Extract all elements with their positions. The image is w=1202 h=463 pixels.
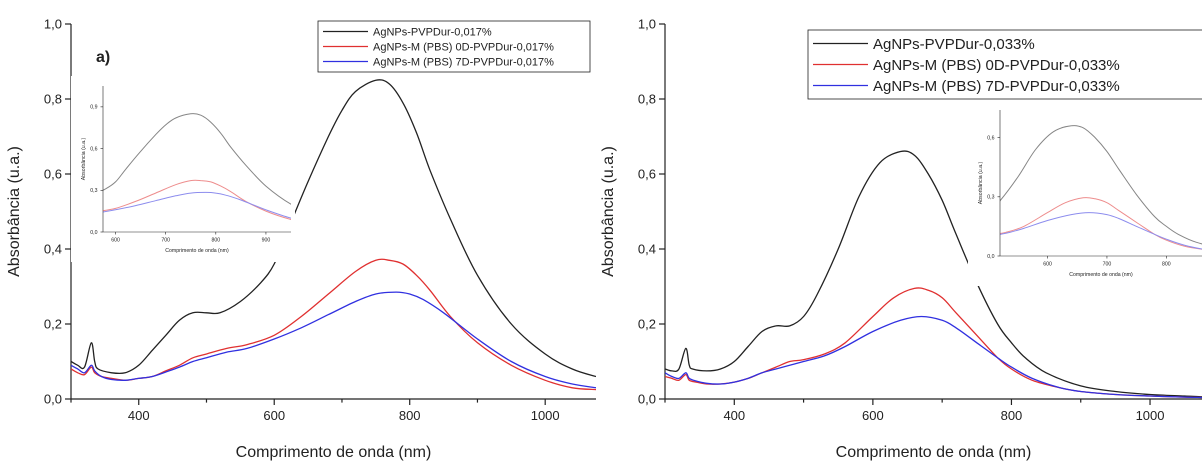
- y-tick-label: 0,8: [638, 92, 656, 107]
- inset-series-group: [103, 113, 291, 221]
- inset-series-wrap: [103, 113, 291, 221]
- legend-entry: AgNPs-M (PBS) 7D-PVPDur-0,017%: [373, 56, 554, 68]
- y-axis-label: Absorbância (u.a.): [6, 146, 23, 277]
- series-line: [665, 287, 1202, 399]
- inset-x-tick-label: 700: [1103, 262, 1112, 268]
- inset-x-tick-label: 700: [161, 238, 170, 244]
- inset-series-line: [1000, 197, 1202, 250]
- inset-series-line: [1000, 125, 1202, 245]
- inset-y-tick-label: 0,6: [987, 135, 994, 141]
- y-tick-label: 1,0: [44, 17, 62, 32]
- x-tick-label: 800: [1001, 408, 1023, 423]
- series-group: [71, 79, 596, 391]
- inset-chart: 600 700 800 900 0,0 0,3 0,6 0,9 Comprimento de o…: [71, 76, 295, 262]
- inset-x-axis-label: Comprimento de onda (nm): [1069, 272, 1133, 278]
- legend-entry: AgNPs-M (PBS) 0D-PVPDur-0,033%: [873, 57, 1120, 74]
- y-tick-label: 0,8: [44, 92, 62, 107]
- series-line: [71, 258, 596, 391]
- x-tick-label: 600: [862, 408, 884, 423]
- legend: AgNPs-PVPDur-0,033% AgNPs-M (PBS) 0D-PVPD…: [807, 29, 1202, 100]
- inset-y-tick-label: 0,3: [90, 188, 97, 194]
- legend-entry: AgNPs-M (PBS) 7D-PVPDur-0,033%: [873, 78, 1120, 95]
- x-tick-label: 800: [399, 408, 421, 423]
- x-axis-label: Comprimento de onda (nm): [236, 444, 432, 461]
- series-line: [71, 291, 596, 389]
- y-tick-label: 0,6: [638, 167, 656, 182]
- inset-series-group: [1000, 125, 1202, 250]
- y-tick-label: 1,0: [638, 17, 656, 32]
- inset-x-tick-label: 900: [262, 238, 271, 244]
- inset-x-tick-label: 800: [211, 238, 220, 244]
- series-group: [665, 150, 1202, 399]
- legend-entry: AgNPs-M (PBS) 0D-PVPDur-0,017%: [373, 41, 554, 53]
- inset-chart: 600 700 800 0,0 0,3 0,6 Comprimento de onda (n…: [968, 100, 1202, 286]
- legend-entry: AgNPs-PVPDur-0,017%: [373, 26, 492, 38]
- inset-y-axis-label: Absorbância (u.a.): [978, 162, 984, 205]
- inset-series-line: [103, 113, 291, 205]
- inset-y-tick-label: 0,3: [987, 195, 994, 201]
- x-tick-label: 600: [263, 408, 285, 423]
- y-axis-label: Absorbância (u.a.): [600, 146, 617, 277]
- inset-y-axis-label: Absorbância (u.a.): [81, 138, 87, 181]
- inset-y-tick-label: 0,6: [90, 146, 97, 152]
- y-tick-label: 0,0: [44, 392, 62, 407]
- y-tick-label: 0,4: [638, 242, 656, 257]
- series-line: [71, 79, 596, 378]
- y-tick-label: 0,6: [44, 167, 62, 182]
- x-tick-label: 400: [128, 408, 150, 423]
- legend-entry: AgNPs-PVPDur-0,033%: [873, 36, 1035, 53]
- series-line: [665, 315, 1202, 399]
- y-tick-label: 0,2: [44, 317, 62, 332]
- x-axis-label: Comprimento de onda (nm): [836, 444, 1032, 461]
- inset-y-tick-label: 0,0: [90, 230, 97, 236]
- inset-y-tick-label: 0,9: [90, 105, 97, 111]
- inset-x-tick-label: 800: [1162, 262, 1171, 268]
- inset-x-axis-label: Comprimento de onda (nm): [165, 248, 229, 254]
- panel-label: a): [96, 49, 110, 66]
- y-tick-label: 0,4: [44, 242, 62, 257]
- x-tick-label: 1000: [531, 408, 560, 423]
- chart-panel-b: 400 600 800 1000 0,0 0,2 0,4 0,6 0,8 1,0 Comprimen…: [600, 17, 1202, 461]
- x-tick-label: 400: [723, 408, 745, 423]
- inset-y-tick-label: 0,0: [987, 254, 994, 260]
- chart-panel-a: 400 600 800 1000 0,0 0,2 0,4 0,6 0,8 1,0 Comprimen…: [6, 17, 596, 461]
- inset-series-line: [103, 191, 291, 219]
- y-tick-label: 0,2: [638, 317, 656, 332]
- legend-box: [807, 29, 1202, 100]
- inset-series-line: [1000, 212, 1202, 250]
- series-line: [665, 150, 1202, 398]
- x-tick-label: 1000: [1136, 408, 1165, 423]
- y-tick-label: 0,0: [638, 392, 656, 407]
- inset-background: [71, 76, 295, 262]
- inset-background: [968, 100, 1202, 286]
- legend: AgNPs-PVPDur-0,017% AgNPs-M (PBS) 0D-PVPD…: [317, 20, 591, 73]
- inset-x-tick-label: 600: [111, 238, 120, 244]
- inset-series-wrap: [1000, 125, 1202, 250]
- inset-x-tick-label: 600: [1043, 262, 1052, 268]
